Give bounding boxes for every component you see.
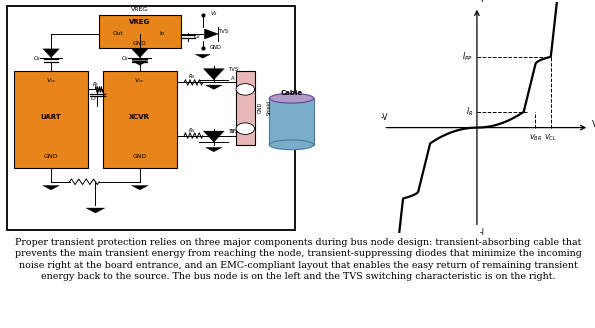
Text: $V_{CL}$: $V_{CL}$ [544,133,557,143]
Polygon shape [86,208,105,213]
Text: -I: -I [480,228,485,237]
Text: B: B [230,129,234,134]
Text: VREG: VREG [129,19,151,26]
Polygon shape [131,49,148,57]
Text: XCVR: XCVR [129,114,151,120]
Text: $V_{BR}$: $V_{BR}$ [529,133,542,143]
Polygon shape [203,131,224,142]
Bar [270,98,314,145]
Text: $C_B$: $C_B$ [121,54,129,63]
Bar [103,71,177,168]
Circle shape [236,84,255,95]
Text: TVS: TVS [228,67,239,72]
Bar [236,71,255,145]
Bar [99,15,180,48]
Text: $R_F$: $R_F$ [92,80,99,89]
Ellipse shape [270,93,314,103]
Text: GND: GND [258,102,262,113]
Text: $R_S$: $R_S$ [188,126,196,135]
Text: $C_B$: $C_B$ [193,32,202,41]
Text: $V_{cc}$: $V_{cc}$ [134,76,145,85]
Text: Cable: Cable [280,90,303,96]
Text: $V_S$: $V_S$ [210,10,218,18]
Text: Proper transient protection relies on three major components during bus node des: Proper transient protection relies on th… [15,237,582,281]
Text: $V_{cc}$: $V_{cc}$ [46,76,57,85]
Polygon shape [131,186,148,190]
Polygon shape [203,69,224,80]
Text: VREG: VREG [131,7,149,12]
Bar [14,71,88,168]
Text: $C_B$: $C_B$ [33,54,40,63]
Text: -V: -V [381,113,389,122]
Text: In: In [159,31,165,36]
Text: A: A [230,76,234,81]
Text: Out: Out [112,31,123,36]
Text: $I_R$: $I_R$ [466,106,473,118]
Text: GND: GND [210,45,222,50]
Text: V: V [591,120,595,130]
Polygon shape [43,49,59,57]
Polygon shape [131,61,148,65]
Text: $C_F$: $C_F$ [90,94,98,103]
Polygon shape [195,54,210,58]
Text: Shield: Shield [267,100,272,115]
Text: $R_S$: $R_S$ [188,72,196,81]
Text: TVS: TVS [220,29,230,34]
Text: GND: GND [44,154,58,159]
Text: UART: UART [40,114,61,120]
Circle shape [236,123,255,134]
Text: GND: GND [133,41,146,46]
Polygon shape [206,85,222,90]
Ellipse shape [270,140,314,150]
Text: TVS: TVS [228,129,239,134]
Text: I: I [480,0,483,4]
Text: GND: GND [133,154,147,159]
Polygon shape [205,29,218,39]
Bar [7,6,295,230]
Text: $I_{PP}$: $I_{PP}$ [462,51,473,63]
Polygon shape [43,186,59,190]
Polygon shape [206,147,222,152]
